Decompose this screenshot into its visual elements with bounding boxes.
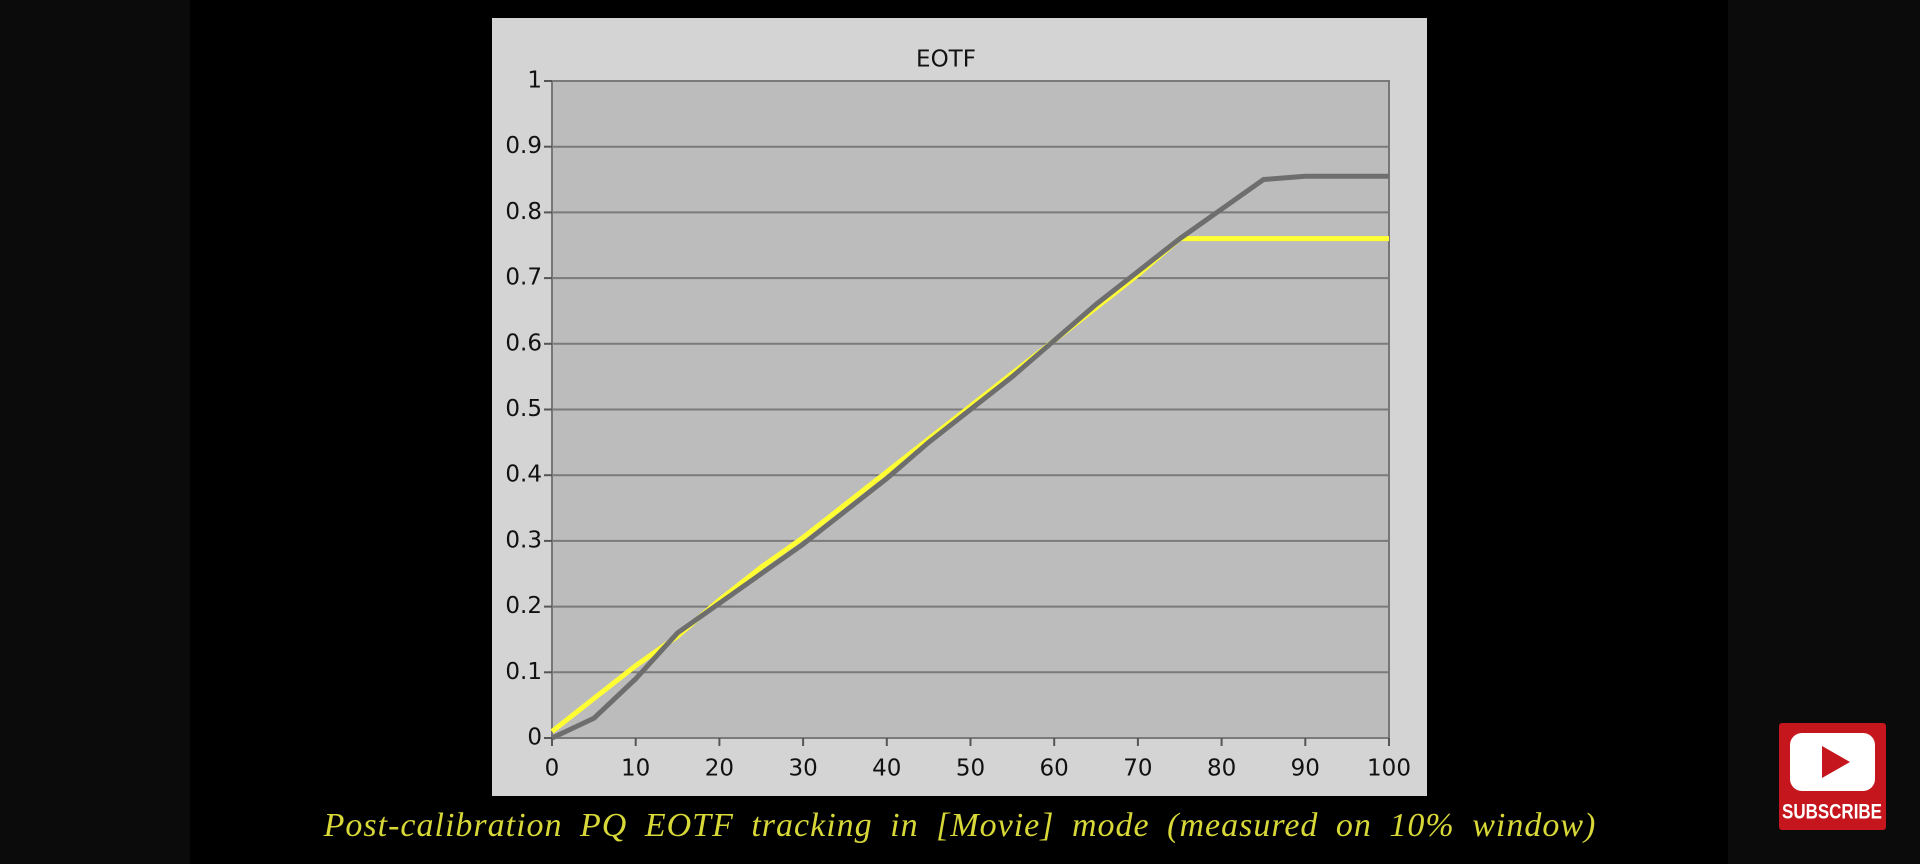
y-tick-label: 0.8: [505, 199, 542, 225]
x-tick-label: 60: [1040, 756, 1069, 782]
x-tick-label: 0: [545, 756, 560, 782]
side-panel: [0, 0, 190, 864]
subscribe-label[interactable]: SUBSCRIBE: [1782, 801, 1882, 824]
chart-layer: 00.10.20.30.40.50.60.70.80.910 10 20 30 40 50…: [505, 68, 1411, 782]
x-tick-label: 90: [1291, 756, 1320, 782]
y-tick-label: 0.2: [505, 593, 542, 619]
y-tick-label: 0: [527, 725, 542, 751]
x-tick-label: 80: [1207, 756, 1236, 782]
x-tick-label: 20: [705, 756, 734, 782]
y-tick-label: 1: [527, 68, 542, 94]
y-tick-label: 0.5: [505, 396, 542, 422]
chart-title: EOTF: [916, 47, 976, 73]
caption: Post-calibration PQ EOTF tracking in [Mo…: [323, 807, 1597, 844]
x-tick-label: 30: [788, 756, 817, 782]
subscribe-button[interactable]: SUBSCRIBE: [1779, 723, 1886, 830]
play-icon: [1822, 746, 1850, 778]
x-tick-label: 40: [872, 756, 901, 782]
y-tick-label: 0.7: [505, 265, 542, 291]
x-tick-label: 50: [956, 756, 985, 782]
side-panel: [1728, 0, 1920, 864]
y-tick-label: 0.9: [505, 133, 542, 159]
y-tick-label: 0.4: [505, 462, 542, 488]
x-tick-label: 10: [621, 756, 650, 782]
y-tick-label: 0.6: [505, 330, 542, 356]
y-tick-label: 0.1: [505, 659, 542, 685]
series-line: [550, 173, 1389, 741]
x-tick-label: 70: [1123, 756, 1152, 782]
y-tick-label: 0.3: [505, 527, 542, 553]
x-tick-label: 100: [1367, 756, 1411, 782]
